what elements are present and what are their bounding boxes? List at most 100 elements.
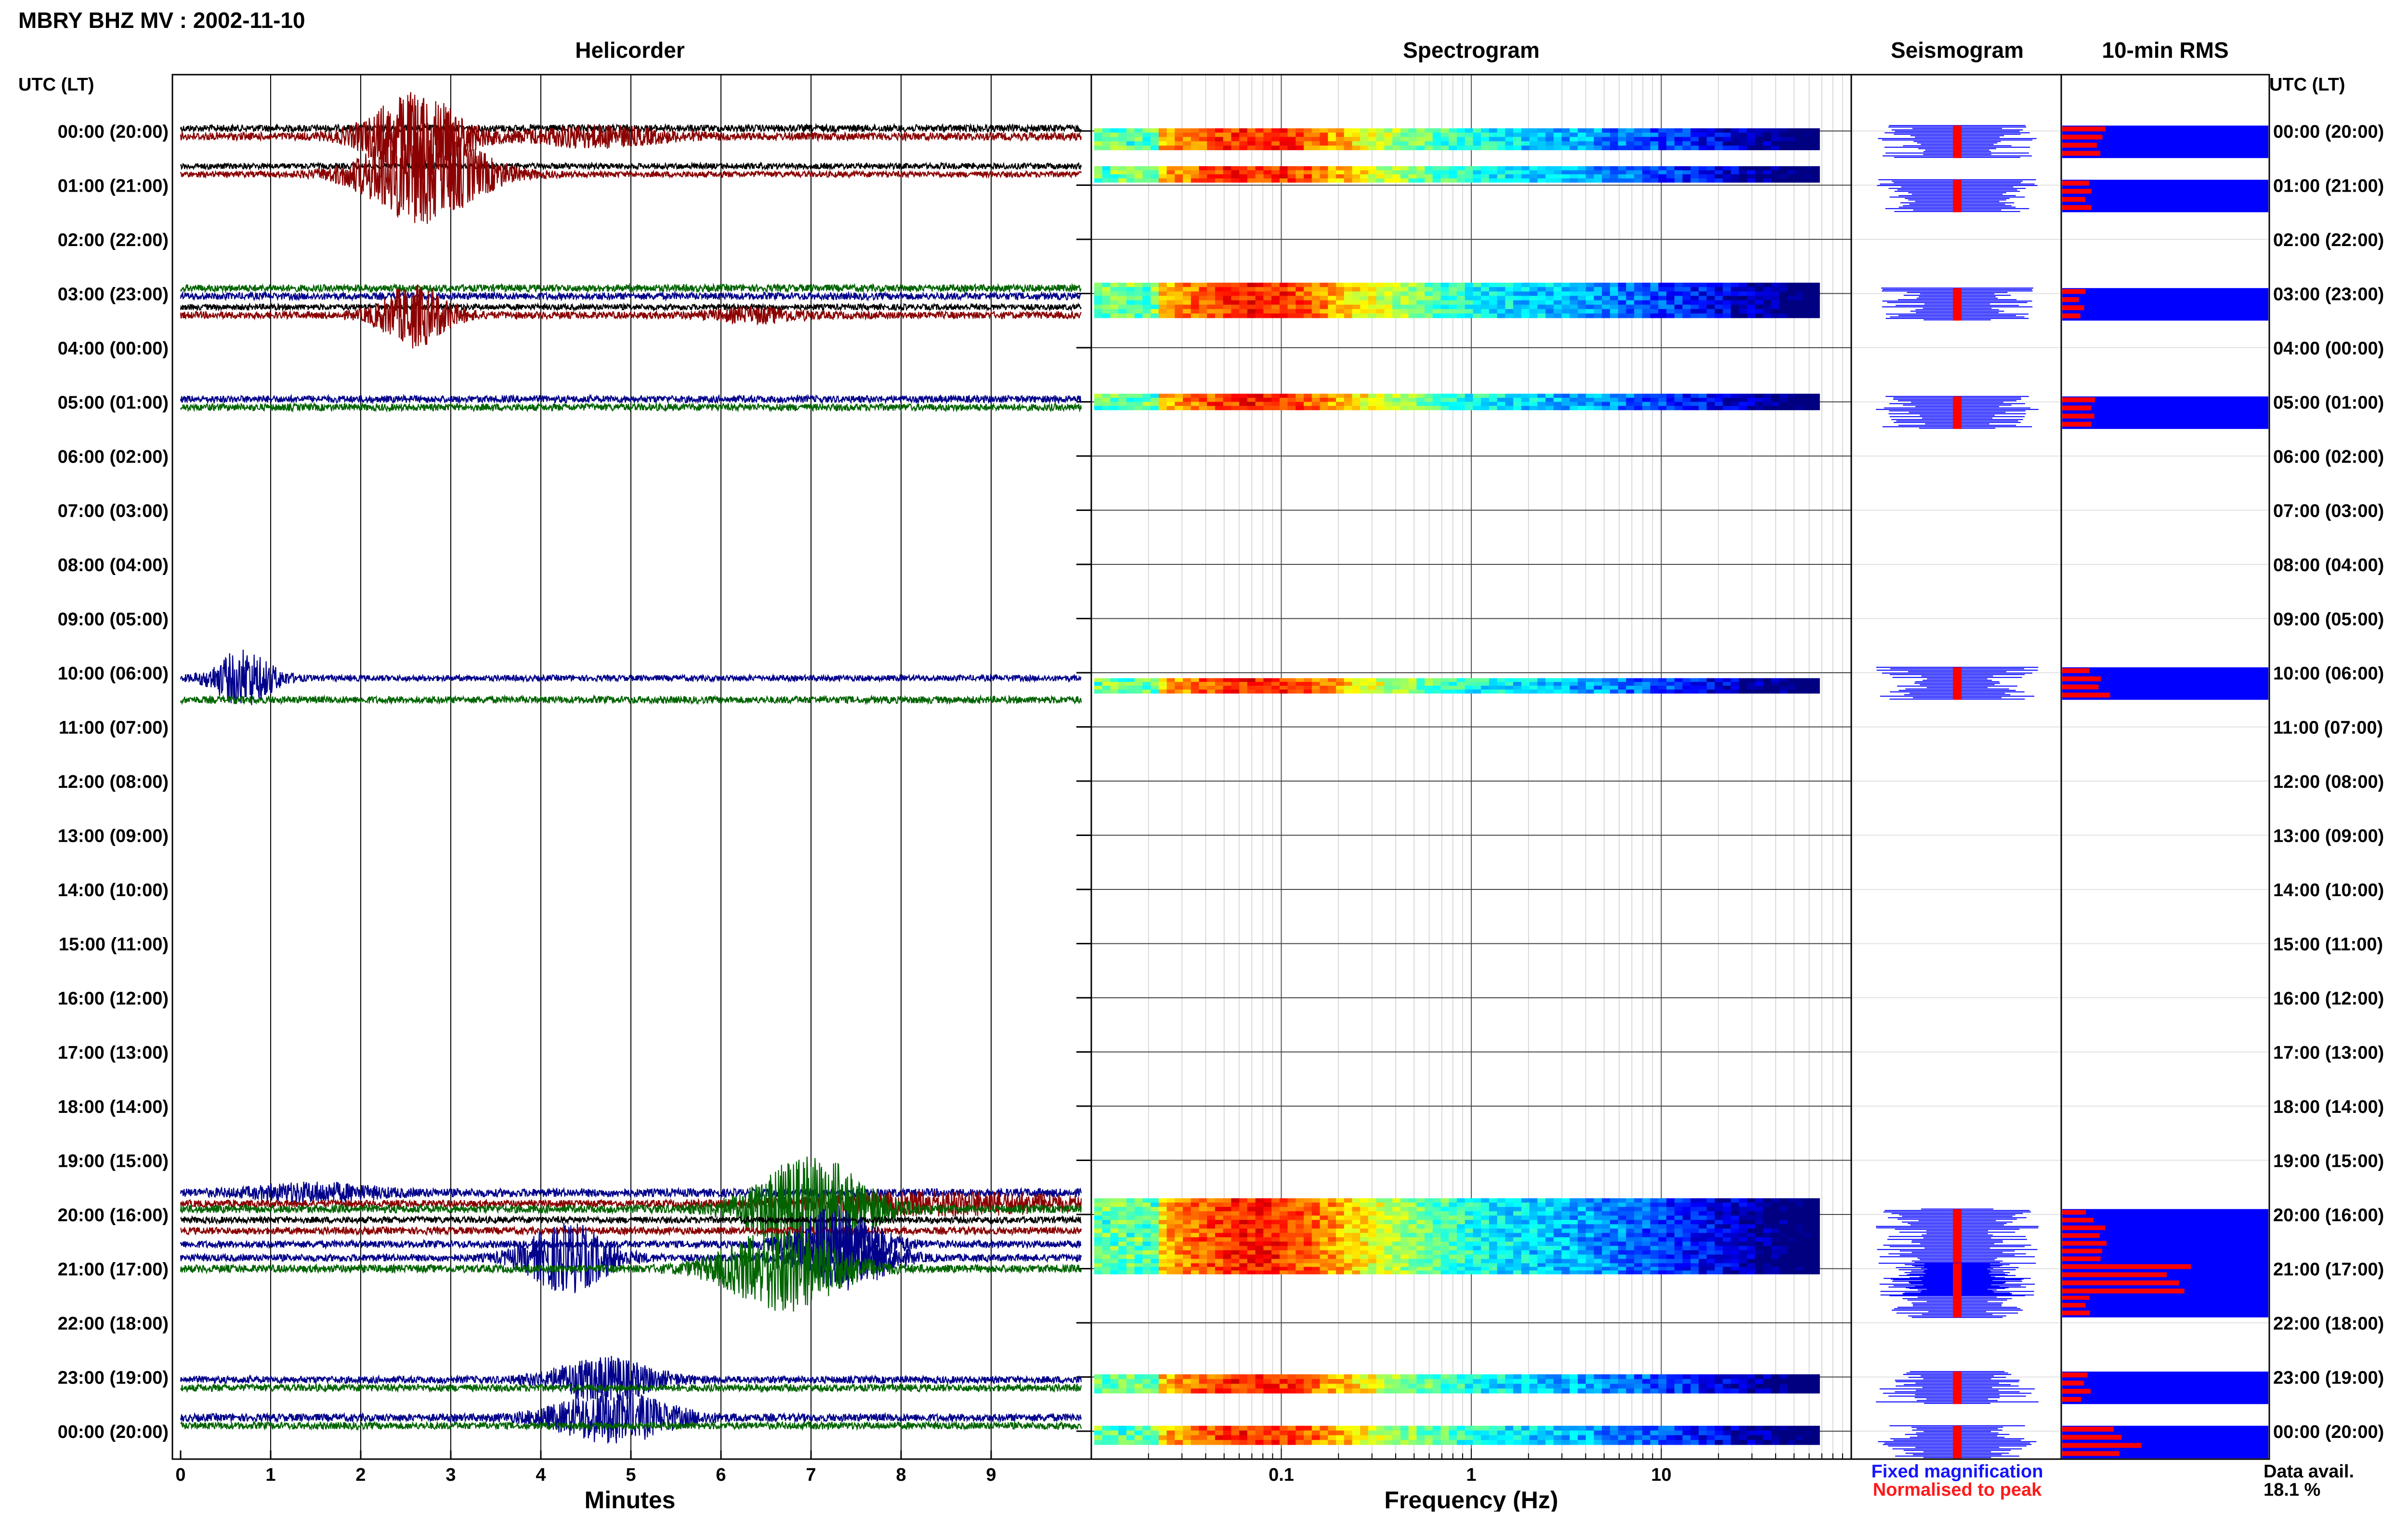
spectrogram-cell [1142, 1228, 1151, 1233]
spectrogram-cell [1610, 305, 1619, 310]
spectrogram-cell [1699, 1250, 1707, 1255]
spectrogram-cell [1183, 132, 1191, 137]
spectrogram-cell [1465, 1215, 1474, 1220]
spectrogram-cell [1135, 1215, 1143, 1220]
spectrogram-cell [1183, 287, 1191, 292]
spectrogram-cell [1530, 1233, 1538, 1238]
spectrogram-cell [1811, 678, 1820, 682]
spectrogram-cell [1416, 1270, 1425, 1274]
spectrogram-cell [1739, 141, 1748, 146]
spectrogram-cell [1328, 1207, 1336, 1212]
spectrogram-cell [1626, 682, 1635, 686]
spectrogram-cell [1537, 309, 1546, 314]
spectrogram-cell [1715, 394, 1724, 398]
spectrogram-cell [1416, 1215, 1425, 1220]
spectrogram-cell [1537, 137, 1546, 142]
spectrogram-cell [1111, 145, 1119, 150]
spectrogram-cell [1530, 1202, 1538, 1207]
spectrogram-cell [1747, 402, 1755, 406]
spectrogram-cell [1739, 1254, 1748, 1259]
spectrogram-cell [1481, 1207, 1490, 1212]
spectrogram-cell [1610, 1388, 1619, 1393]
spectrogram-cell [1126, 1211, 1135, 1216]
spectrogram-cell [1111, 1388, 1119, 1393]
spectrogram-cell [1094, 1384, 1103, 1389]
spectrogram-cell [1199, 406, 1208, 410]
spectrogram-cell [1690, 1246, 1699, 1251]
spectrogram-cell [1094, 1202, 1103, 1207]
spectrogram-cell [1723, 406, 1731, 410]
spectrogram-cell [1304, 1388, 1312, 1393]
spectrogram-cell [1787, 296, 1796, 300]
spectrogram-cell [1111, 406, 1119, 410]
spectrogram-cell [1650, 1431, 1659, 1436]
spectrogram-cell [1409, 287, 1417, 292]
spectrogram-cell [1441, 1263, 1450, 1267]
spectrogram-cell [1505, 1435, 1514, 1440]
spectrogram-cell [1111, 166, 1119, 170]
spectrogram-cell [1505, 283, 1514, 287]
seismogram-normalised-trace [1953, 667, 1962, 700]
spectrogram-cell [1191, 178, 1200, 183]
spectrogram-cell [1658, 141, 1667, 146]
spectrogram-cell [1352, 1233, 1361, 1238]
spectrogram-cell [1263, 398, 1272, 402]
spectrogram-cell [1368, 283, 1377, 287]
spectrogram-cell [1142, 682, 1151, 686]
spectrogram-cell [1707, 170, 1715, 175]
spectrogram-cell [1102, 1388, 1111, 1393]
spectrogram-cell [1118, 1220, 1127, 1225]
spectrogram-cell [1683, 287, 1691, 292]
spectrogram-strip [1094, 287, 1820, 292]
spectrogram-cell [1610, 166, 1619, 170]
spectrogram-cell [1650, 1215, 1659, 1220]
spectrogram-cell [1304, 1207, 1312, 1212]
spectrogram-cell [1126, 1384, 1135, 1389]
spectrogram-cell [1739, 398, 1748, 402]
spectrogram-cell [1256, 1250, 1264, 1255]
spectrogram-cell [1247, 178, 1256, 183]
spectrogram-cell [1554, 1254, 1562, 1259]
spectrogram-cell [1384, 291, 1393, 296]
spectrogram-cell [1610, 178, 1619, 183]
spectrogram-cell [1787, 1263, 1796, 1267]
spectrogram-cell [1755, 406, 1764, 410]
spectrogram-cell [1191, 1270, 1200, 1274]
spectrogram-cell [1715, 1254, 1724, 1259]
spectrogram-cell [1626, 1379, 1635, 1384]
spectrogram-cell [1256, 305, 1264, 310]
spectrogram-cell [1312, 1246, 1321, 1251]
spectrogram-cell [1288, 1215, 1296, 1220]
spectrogram-cell [1634, 128, 1643, 133]
spectrogram-cell [1787, 1426, 1796, 1431]
spectrogram-cell [1384, 1215, 1393, 1220]
spectrogram-cell [1416, 1211, 1425, 1216]
spectrogram-cell [1183, 402, 1191, 406]
spectrogram-strip [1094, 1202, 1820, 1207]
spectrogram-cell [1102, 1198, 1111, 1203]
spectrogram-cell [1804, 1263, 1812, 1267]
spectrogram-cell [1763, 1220, 1772, 1225]
spectrogram-cell [1594, 406, 1603, 410]
spectrogram-cell [1489, 1431, 1498, 1436]
spectrogram-cell [1602, 309, 1610, 314]
spectrogram-cell [1288, 1388, 1296, 1393]
spectrogram-cell [1247, 137, 1256, 142]
spectrogram-cell [1207, 287, 1216, 292]
spectrogram-cell [1191, 170, 1200, 175]
spectrogram-cell [1779, 1267, 1788, 1271]
spectrogram-cell [1795, 287, 1804, 292]
spectrogram-cell [1666, 283, 1675, 287]
spectrogram-cell [1521, 402, 1530, 406]
spectrogram-cell [1505, 1388, 1514, 1393]
spectrogram-strip [1094, 1379, 1820, 1384]
spectrogram-cell [1159, 1263, 1167, 1267]
spectrogram-cell [1779, 305, 1788, 310]
spectrogram-cell [1280, 1246, 1288, 1251]
spectrogram-cell [1618, 1246, 1627, 1251]
spectrogram-cell [1666, 1270, 1675, 1274]
spectrogram-cell [1449, 296, 1457, 300]
spectrogram-cell [1530, 1259, 1538, 1264]
spectrogram-cell [1263, 1267, 1272, 1271]
spectrogram-cell [1247, 1215, 1256, 1220]
